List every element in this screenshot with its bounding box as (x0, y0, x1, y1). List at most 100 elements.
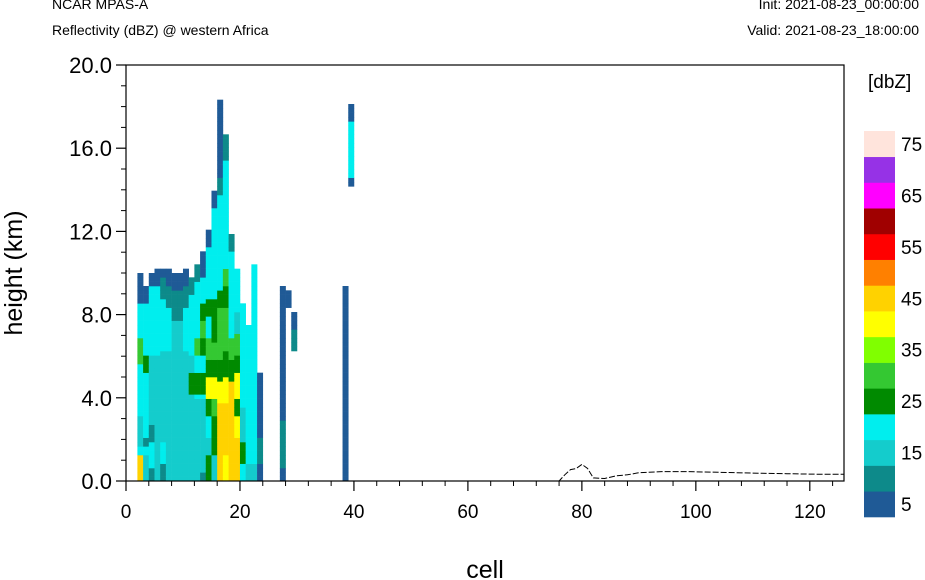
colorbar-swatch (864, 388, 895, 415)
reflectivity-cell (251, 325, 258, 330)
reflectivity-cell (137, 290, 144, 295)
reflectivity-cell (228, 333, 235, 339)
reflectivity-cell (177, 333, 184, 339)
reflectivity-cell (160, 450, 167, 456)
reflectivity-cell (257, 390, 264, 395)
reflectivity-cell (137, 286, 144, 291)
reflectivity-cell (200, 472, 207, 477)
reflectivity-cell (234, 385, 241, 391)
reflectivity-cell (217, 325, 224, 330)
reflectivity-cell (257, 468, 264, 473)
reflectivity-cell (177, 459, 184, 464)
reflectivity-cell (154, 307, 161, 313)
reflectivity-cell (222, 147, 229, 152)
reflectivity-cell (165, 342, 172, 347)
reflectivity-cell (205, 303, 212, 308)
reflectivity-cell (177, 277, 184, 282)
reflectivity-cell (251, 472, 258, 477)
reflectivity-cell (228, 238, 235, 243)
reflectivity-cell (228, 381, 235, 386)
reflectivity-cell (143, 338, 150, 343)
reflectivity-cell (211, 260, 218, 265)
reflectivity-cell (211, 268, 218, 274)
reflectivity-cell (143, 455, 150, 460)
reflectivity-cell (165, 411, 172, 417)
reflectivity-cell (171, 364, 178, 369)
reflectivity-cell (160, 299, 167, 304)
reflectivity-cell (148, 281, 155, 287)
reflectivity-cell (257, 416, 264, 421)
reflectivity-cell (143, 459, 150, 464)
reflectivity-cell (222, 143, 229, 148)
reflectivity-cell (217, 442, 224, 447)
reflectivity-cell (222, 160, 229, 165)
reflectivity-cell (279, 372, 286, 378)
reflectivity-cell (245, 333, 252, 339)
reflectivity-cell (171, 472, 178, 477)
reflectivity-cell (194, 442, 201, 447)
reflectivity-cell (171, 429, 178, 434)
reflectivity-cell (205, 299, 212, 304)
reflectivity-cell (137, 446, 144, 451)
reflectivity-cell (143, 316, 150, 321)
reflectivity-cell (257, 459, 264, 464)
reflectivity-cell (148, 394, 155, 399)
reflectivity-cell (251, 329, 258, 334)
reflectivity-cell (188, 455, 195, 460)
reflectivity-cell (160, 424, 167, 430)
reflectivity-cell (217, 164, 224, 170)
reflectivity-cell (194, 407, 201, 412)
reflectivity-cell (205, 264, 212, 269)
reflectivity-cell (348, 143, 355, 148)
reflectivity-cell (200, 338, 207, 343)
reflectivity-cell (165, 351, 172, 356)
reflectivity-cell (177, 351, 184, 356)
reflectivity-cell (348, 169, 355, 174)
reflectivity-cell (228, 476, 235, 482)
reflectivity-cell (222, 403, 229, 408)
reflectivity-cell (222, 463, 229, 469)
reflectivity-cell (205, 346, 212, 352)
reflectivity-cell (188, 281, 195, 287)
reflectivity-cell (217, 381, 224, 386)
reflectivity-cell (165, 307, 172, 313)
reflectivity-cell (234, 394, 241, 399)
reflectivity-cell (200, 273, 207, 278)
reflectivity-cell (222, 446, 229, 451)
init-time: Init: 2021-08-23_00:00:00 (758, 0, 919, 12)
reflectivity-cell (182, 446, 189, 451)
reflectivity-cell (165, 299, 172, 304)
reflectivity-cell (239, 346, 246, 352)
reflectivity-cell (200, 372, 207, 378)
reflectivity-cell (200, 260, 207, 265)
reflectivity-cell (194, 299, 201, 304)
reflectivity-cell (222, 385, 229, 391)
reflectivity-cell (171, 459, 178, 464)
reflectivity-cell (205, 268, 212, 274)
reflectivity-cell (177, 403, 184, 408)
reflectivity-cell (217, 255, 224, 261)
reflectivity-cell (222, 450, 229, 456)
reflectivity-cell (279, 364, 286, 369)
reflectivity-cell (251, 294, 258, 300)
reflectivity-cell (257, 429, 264, 434)
colorbar-tick-label: 35 (901, 341, 922, 362)
reflectivity-cell (171, 403, 178, 408)
reflectivity-cell (217, 294, 224, 300)
reflectivity-cell (160, 398, 167, 404)
reflectivity-cell (137, 472, 144, 477)
reflectivity-cell (177, 476, 184, 482)
reflectivity-cell (228, 303, 235, 308)
reflectivity-cell (211, 381, 218, 386)
reflectivity-cell (200, 398, 207, 404)
reflectivity-cell (217, 333, 224, 339)
reflectivity-cell (182, 346, 189, 352)
reflectivity-cell (279, 429, 286, 434)
reflectivity-cell (205, 355, 212, 360)
reflectivity-cell (211, 208, 218, 213)
reflectivity-cell (148, 312, 155, 317)
reflectivity-cell (251, 463, 258, 469)
reflectivity-cell (171, 312, 178, 317)
reflectivity-cell (160, 403, 167, 408)
reflectivity-cell (148, 273, 155, 278)
